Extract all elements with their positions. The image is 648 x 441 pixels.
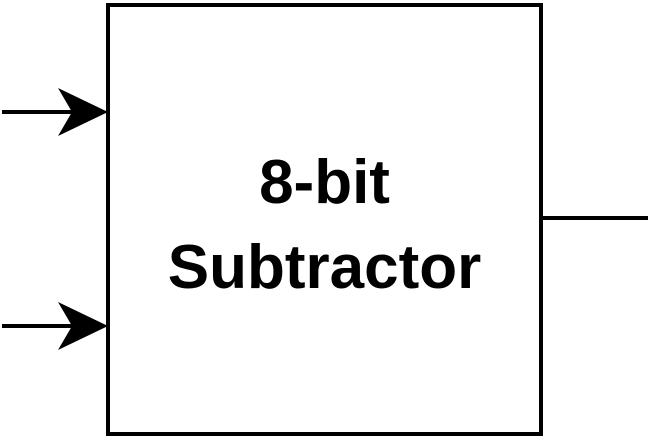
input-a-arrowhead [58,88,108,136]
subtractor-block [106,3,543,436]
block-label-line2: Subtractor [167,233,482,302]
block-label: 8-bit Subtractor [108,140,541,310]
input-b-arrowhead [58,302,108,350]
block-label-line1: 8-bit [259,148,390,217]
